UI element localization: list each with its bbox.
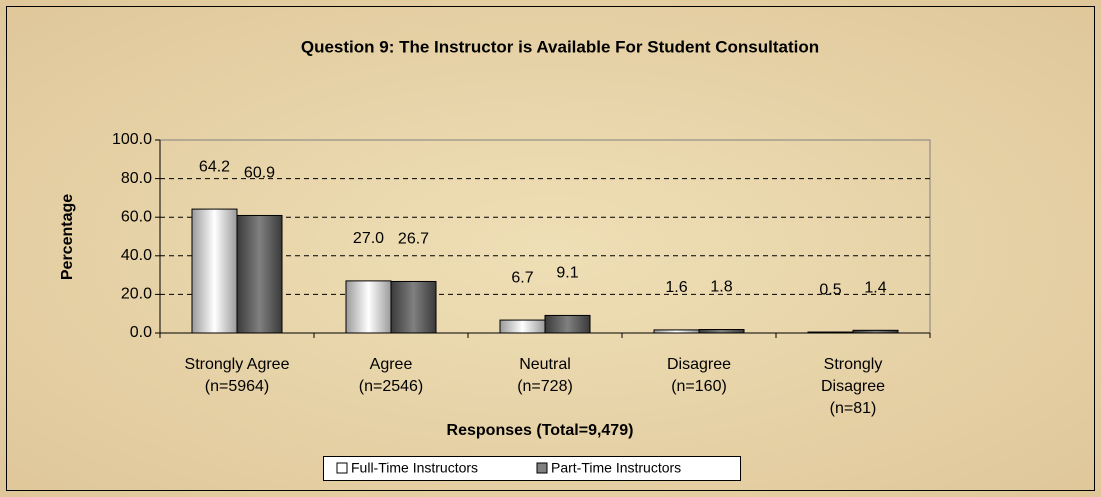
x-tick-label: Agree (370, 356, 413, 373)
legend-label: Part-Time Instructors (551, 460, 681, 476)
value-label: 60.9 (244, 165, 275, 182)
bar (345, 280, 392, 334)
value-label: 1.8 (710, 279, 732, 296)
y-tick-label: 80.0 (121, 170, 152, 187)
x-axis-label: Responses (Total=9,479) (447, 422, 634, 439)
value-label: 9.1 (556, 265, 578, 282)
value-label: 27.0 (353, 230, 384, 247)
x-tick-label: (n=5964) (205, 378, 270, 395)
bar (544, 314, 591, 334)
x-tick-label: Neutral (519, 356, 571, 373)
y-axis-label: Percentage (59, 194, 76, 280)
value-label: 1.4 (864, 280, 886, 297)
y-tick-label: 100.0 (112, 131, 152, 148)
bar (499, 319, 546, 334)
legend-swatch (536, 462, 548, 474)
x-tick-label: (n=728) (517, 378, 573, 395)
bar (807, 331, 854, 334)
x-tick-label: (n=81) (830, 400, 877, 417)
bar (852, 329, 899, 334)
x-tick-label: (n=2546) (359, 378, 424, 395)
chart-title: Question 9: The Instructor is Available … (301, 37, 819, 56)
bar (653, 329, 700, 334)
value-label: 1.6 (665, 279, 687, 296)
value-label: 64.2 (199, 158, 230, 175)
y-tick-label: 60.0 (121, 208, 152, 225)
value-label: 6.7 (511, 269, 533, 286)
legend-box (323, 456, 741, 481)
legend-swatch (336, 462, 348, 474)
y-tick-label: 20.0 (121, 286, 152, 303)
bar (390, 280, 437, 334)
bar (191, 208, 238, 334)
x-tick-label: Strongly (824, 356, 883, 373)
legend: Full-Time Instructors Part-Time Instructo… (323, 456, 741, 481)
legend-label: Full-Time Instructors (351, 460, 478, 476)
value-label: 26.7 (398, 231, 429, 248)
x-tick-label: Disagree (821, 378, 885, 395)
chart-border (6, 6, 1095, 491)
y-tick-label: 40.0 (121, 247, 152, 264)
y-tick-label: 0.0 (130, 324, 152, 341)
x-tick-label: Strongly Agree (185, 356, 290, 373)
x-tick-label: (n=160) (671, 378, 727, 395)
bar (698, 329, 745, 334)
bar (236, 214, 283, 334)
value-label: 0.5 (819, 281, 841, 298)
x-tick-label: Disagree (667, 356, 731, 373)
